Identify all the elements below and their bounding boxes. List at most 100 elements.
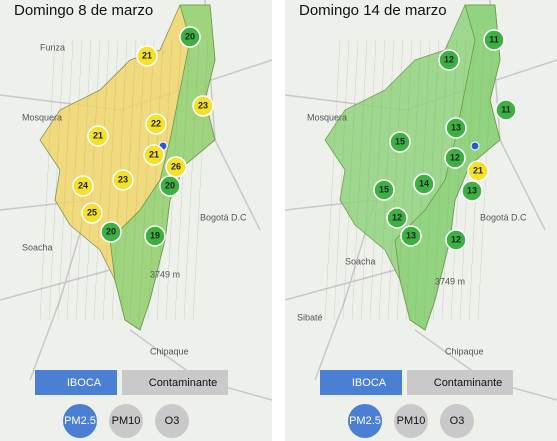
street	[333, 39, 350, 321]
station-value: 12	[450, 152, 460, 162]
street	[84, 39, 101, 321]
station-marker[interactable]	[81, 202, 103, 224]
station-value: 15	[395, 136, 405, 146]
map-label: Bogotá D.C	[200, 212, 247, 222]
station-value: 19	[150, 230, 160, 240]
panel-title: Domingo 14 de marzo	[299, 2, 447, 19]
station-value: 21	[93, 130, 103, 140]
station-value: 12	[444, 54, 454, 64]
station-value: 21	[142, 50, 152, 60]
station-value: 11	[501, 104, 511, 114]
tab-button[interactable]	[320, 370, 402, 395]
station-marker[interactable]	[143, 144, 165, 166]
street	[192, 39, 209, 321]
map-label: Chipaque	[150, 346, 189, 356]
pollutant-label: O3	[450, 415, 465, 427]
station-marker[interactable]	[461, 180, 483, 202]
station-marker[interactable]	[413, 173, 435, 195]
pollutant-button[interactable]	[394, 404, 428, 438]
station-marker[interactable]	[192, 95, 214, 117]
station-value: 24	[78, 180, 88, 190]
station-value: 20	[185, 31, 195, 41]
station-value: 14	[419, 178, 429, 188]
street	[360, 39, 377, 321]
station-marker[interactable]	[179, 26, 201, 48]
map-label: Mosquera	[307, 112, 347, 122]
location-dot	[470, 141, 480, 151]
street	[48, 39, 65, 321]
tab-label: Contaminante	[149, 377, 218, 389]
tab-button[interactable]	[35, 370, 117, 395]
station-value: 23	[198, 100, 208, 110]
map-label: Bogotá D.C	[480, 212, 527, 222]
station-value: 15	[379, 184, 389, 194]
station-marker[interactable]	[445, 117, 467, 139]
station-marker[interactable]	[112, 169, 134, 191]
station-marker[interactable]	[438, 49, 460, 71]
tab-button[interactable]	[407, 370, 513, 395]
pollutant-button[interactable]	[109, 404, 143, 438]
divider	[272, 0, 285, 441]
road	[0, 199, 92, 381]
street	[129, 39, 146, 321]
station-marker[interactable]	[400, 225, 422, 247]
panel-title: Domingo 8 de marzo	[14, 2, 153, 19]
tab-button[interactable]	[122, 370, 228, 395]
station-value: 13	[406, 230, 416, 240]
street	[174, 39, 191, 321]
station-marker[interactable]	[100, 221, 122, 243]
pollutant-label: PM2.5	[349, 415, 381, 427]
station-marker[interactable]	[373, 179, 395, 201]
station-value: 25	[87, 207, 97, 217]
street	[432, 39, 449, 321]
street	[369, 39, 386, 321]
pollutant-button[interactable]	[155, 404, 189, 438]
station-marker[interactable]	[72, 175, 94, 197]
street	[459, 39, 476, 321]
map-label: Chipaque	[445, 346, 484, 356]
pollutant-button[interactable]	[440, 404, 474, 438]
station-marker[interactable]	[389, 131, 411, 153]
station-marker[interactable]	[159, 175, 181, 197]
street	[405, 39, 422, 321]
map-label: Funza	[40, 42, 65, 52]
pollutant-button[interactable]	[348, 404, 382, 438]
station-value: 22	[151, 118, 161, 128]
station-marker[interactable]	[386, 207, 408, 229]
station-value: 13	[467, 185, 477, 195]
street	[351, 39, 368, 321]
street	[387, 39, 404, 321]
pollutant-label: O3	[165, 415, 180, 427]
street	[147, 39, 164, 321]
station-marker[interactable]	[136, 45, 158, 67]
station-marker[interactable]	[467, 160, 489, 182]
street	[57, 39, 74, 321]
map-label: Mosquera	[22, 112, 62, 122]
station-value: 20	[106, 226, 116, 236]
station-marker[interactable]	[445, 229, 467, 251]
station-marker[interactable]	[145, 113, 167, 135]
station-value: 26	[171, 161, 181, 171]
pollutant-button[interactable]	[63, 404, 97, 438]
map-label: 3749 m	[435, 276, 465, 286]
station-marker[interactable]	[165, 156, 187, 178]
station-value: 11	[489, 34, 499, 44]
street	[183, 39, 200, 321]
tab-label: IBOCA	[352, 377, 387, 389]
station-marker[interactable]	[483, 29, 505, 51]
station-marker[interactable]	[495, 99, 517, 121]
station-value: 12	[392, 212, 402, 222]
street	[342, 39, 359, 321]
station-value: 23	[118, 174, 128, 184]
station-marker[interactable]	[144, 225, 166, 247]
station-marker[interactable]	[444, 147, 466, 169]
station-marker[interactable]	[87, 125, 109, 147]
tab-label: Contaminante	[434, 377, 503, 389]
station-value: 21	[473, 165, 483, 175]
city-area-south	[394, 4, 501, 331]
street	[477, 39, 494, 321]
map-label: Soacha	[22, 242, 53, 252]
street	[138, 39, 155, 321]
pollutant-label: PM2.5	[64, 415, 96, 427]
street	[102, 39, 119, 321]
